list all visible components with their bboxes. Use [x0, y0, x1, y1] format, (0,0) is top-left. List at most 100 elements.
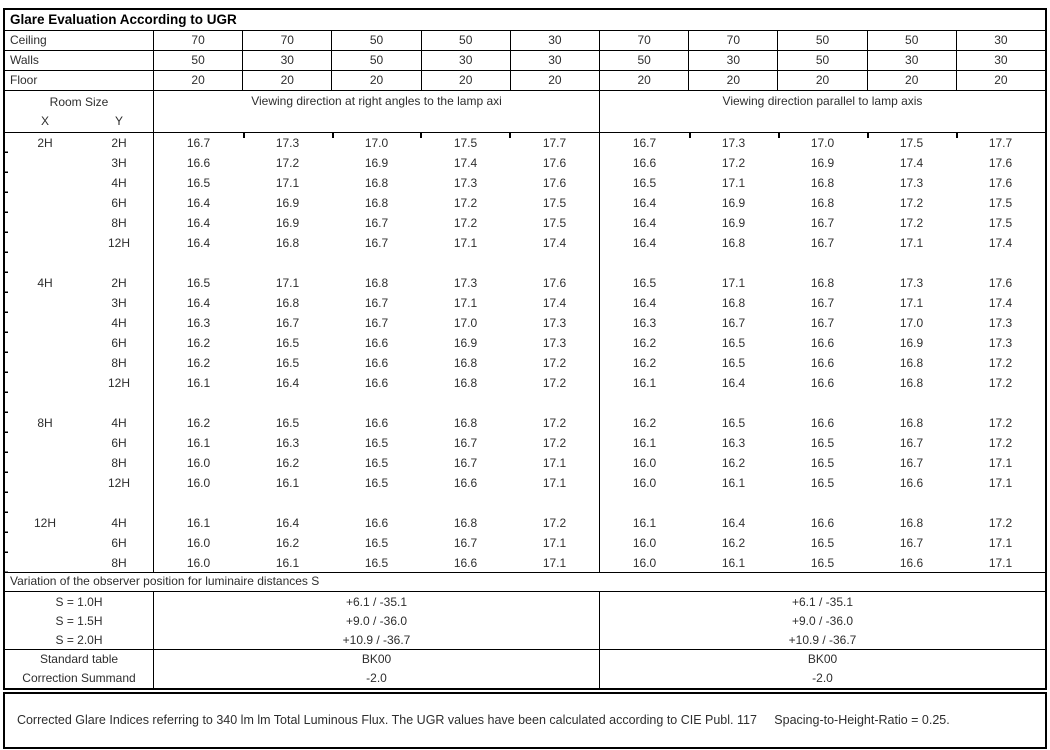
variation-row: S = 1.5H +9.0 / -36.0 +9.0 / -36.0	[5, 611, 1045, 630]
room-x-label	[5, 433, 85, 453]
surface-reflectance-rows: Ceiling 70 70 50 50 30 70 70 50 50 30 Walls 50 30 50 30…	[5, 31, 1045, 91]
room-x-label	[5, 313, 85, 333]
ugr-value-cell: 16.9	[275, 196, 300, 210]
surface-value-cell: 20	[778, 71, 868, 90]
summary-value-right: -2.0	[812, 671, 833, 685]
parallel-values: 16.5 17.1 16.8 17.3 17.6	[600, 273, 1045, 293]
ugr-value-cell: 16.5	[721, 416, 746, 430]
room-x-label	[5, 173, 85, 193]
ugr-value-cell: 17.2	[542, 356, 567, 370]
ugr-value-cell: 16.2	[632, 336, 657, 350]
surface-value-cell: 20	[422, 71, 511, 90]
room-y-label: 3H	[111, 296, 127, 310]
room-size-cells: 8H 4H	[5, 413, 154, 433]
room-size-cells: 8H	[5, 453, 154, 473]
footer-note: Corrected Glare Indices referring to 340…	[3, 692, 1047, 749]
ugr-value-cell: 17.7	[542, 136, 567, 150]
right-angles-values: 16.0 16.2 16.5 16.7 17.1	[154, 453, 600, 473]
surface-value-cell: 30	[511, 51, 601, 70]
room-y-label: 4H	[111, 416, 127, 430]
ugr-value-cell: 17.5	[542, 216, 567, 230]
room-y-label: 8H	[111, 216, 127, 230]
ugr-value-cell: 17.2	[721, 156, 746, 170]
variation-value-left: +6.1 / -35.1	[154, 592, 600, 611]
room-size-cells: 12H 4H	[5, 513, 154, 533]
room-y-label: 12H	[107, 376, 130, 390]
ugr-value-cell: 16.6	[899, 556, 924, 570]
room-size-cells: 6H	[5, 433, 154, 453]
ugr-value-cell: 16.4	[186, 236, 211, 250]
xy-header-row: X Y	[5, 112, 153, 132]
room-x-label	[5, 333, 85, 353]
ugr-value-cell: 16.8	[364, 196, 389, 210]
room-size-cells: 8H	[5, 553, 154, 573]
ugr-value-cell: 16.4	[632, 296, 657, 310]
surface-value-cell: 30	[511, 31, 601, 50]
right-angles-values: 16.4 16.9 16.7 17.2 17.5	[154, 213, 600, 233]
x-column-label: X	[40, 114, 49, 128]
room-x-label: 8H	[37, 416, 53, 430]
parallel-values: 16.4 16.8 16.7 17.1 17.4	[600, 293, 1045, 313]
ugr-value-cell: 16.1	[721, 476, 746, 490]
ugr-value-cell: 16.5	[275, 356, 300, 370]
cell-border-tick	[867, 133, 869, 138]
ugr-value-cell: 17.2	[988, 436, 1013, 450]
parallel-values: 16.0 16.2 16.5 16.7 17.1	[600, 533, 1045, 553]
ugr-value-cell: 16.9	[899, 336, 924, 350]
surface-value-cell: 70	[154, 31, 244, 50]
room-size-cells: 4H	[5, 173, 154, 193]
room-x-label	[5, 353, 85, 373]
room-size-cells: 4H	[5, 313, 154, 333]
ugr-value-cell: 16.9	[453, 336, 478, 350]
room-y-label: 6H	[111, 336, 127, 350]
ugr-value-cell: 16.8	[810, 276, 835, 290]
room-size-cells: 3H	[5, 153, 154, 173]
left-viewing-direction-header: Viewing direction at right angles to the…	[154, 91, 600, 132]
ugr-value-cell: 16.8	[453, 516, 478, 530]
room-y-label: 2H	[111, 136, 127, 150]
spacer-row	[5, 253, 1045, 273]
ugr-value-cell: 17.6	[988, 276, 1013, 290]
variation-value-left: +10.9 / -36.7	[154, 630, 600, 649]
ugr-value-cell: 16.7	[899, 436, 924, 450]
ugr-value-cell: 16.2	[275, 536, 300, 550]
ugr-value-cell: 16.4	[186, 296, 211, 310]
ugr-value-cell: 17.1	[275, 276, 300, 290]
ugr-value-cell: 16.6	[453, 476, 478, 490]
room-x-label	[5, 233, 85, 253]
room-size-cells: 12H	[5, 473, 154, 493]
ugr-value-cell: 17.2	[899, 216, 924, 230]
ugr-value-cell: 16.6	[810, 416, 835, 430]
surface-value-cell: 20	[511, 71, 601, 90]
surface-value-cell: 20	[600, 71, 690, 90]
ugr-value-cell: 17.3	[988, 336, 1013, 350]
ugr-value-cell: 16.6	[364, 356, 389, 370]
ugr-value-cell: 17.1	[542, 556, 567, 570]
room-x-label	[5, 473, 85, 493]
ugr-value-cell: 16.8	[899, 516, 924, 530]
ugr-data-row: 12H 16.1 16.4 16.6 16.8 17.2 16.1 16.4 16.6 16.8 1…	[5, 373, 1045, 393]
ugr-value-cell: 16.6	[810, 356, 835, 370]
summary-value-right: BK00	[807, 652, 838, 666]
surface-value-cell: 50	[422, 31, 511, 50]
ugr-value-cell: 16.7	[810, 236, 835, 250]
ugr-data-row: 6H 16.2 16.5 16.6 16.9 17.3 16.2 16.5 16.6 16.9 17…	[5, 333, 1045, 353]
ugr-value-cell: 16.9	[364, 156, 389, 170]
ugr-value-cell: 16.7	[275, 316, 300, 330]
room-y-label: 4H	[111, 176, 127, 190]
ugr-value-cell: 16.8	[721, 296, 746, 310]
ugr-value-cell: 16.7	[453, 456, 478, 470]
ugr-data-row: 4H 16.3 16.7 16.7 17.0 17.3 16.3 16.7 16.7 17.0 17…	[5, 313, 1045, 333]
parallel-values	[600, 393, 1045, 413]
ugr-value-cell: 17.2	[453, 216, 478, 230]
ugr-value-cell: 16.2	[721, 536, 746, 550]
ugr-value-cell: 16.8	[810, 196, 835, 210]
ugr-value-cell: 16.5	[364, 476, 389, 490]
room-size-cells: 12H	[5, 373, 154, 393]
ugr-value-cell: 16.8	[364, 176, 389, 190]
ugr-value-cell: 17.1	[988, 476, 1013, 490]
ugr-data-row: 8H 16.2 16.5 16.6 16.8 17.2 16.2 16.5 16.6 16.8 17…	[5, 353, 1045, 373]
right-angles-values: 16.6 17.2 16.9 17.4 17.6	[154, 153, 600, 173]
ugr-value-cell: 17.1	[988, 536, 1013, 550]
